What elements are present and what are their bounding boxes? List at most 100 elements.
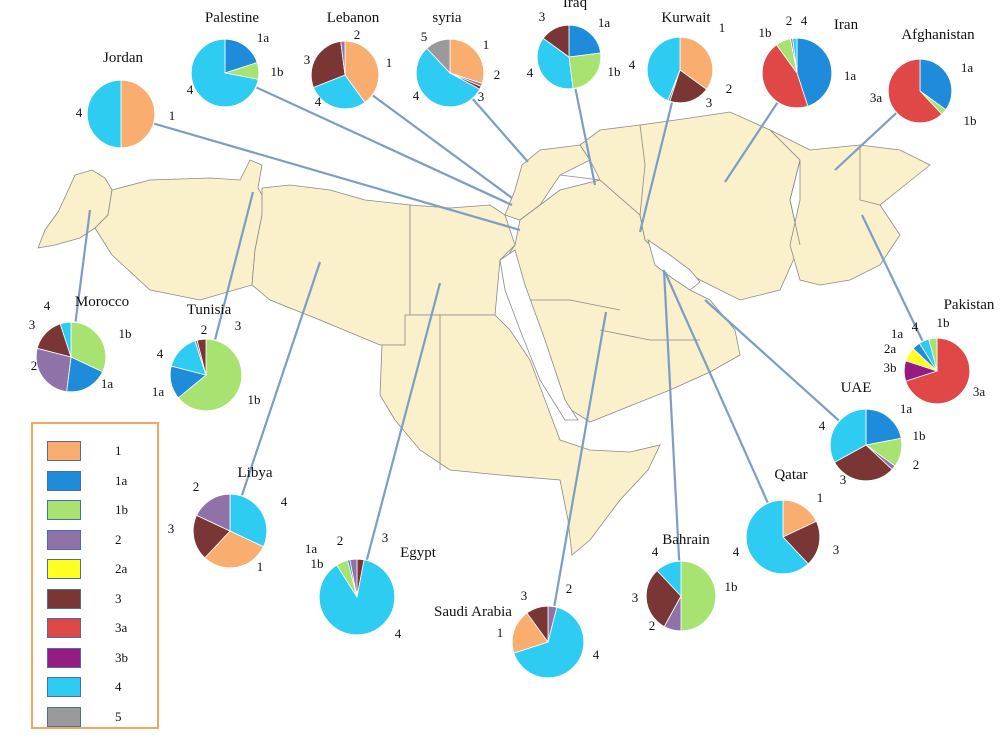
leader-line-jordan xyxy=(120,112,521,232)
slice-label-tunisia-4: 4 xyxy=(157,346,164,361)
slice-label-syria-3: 3 xyxy=(478,89,485,104)
slice-label-iraq-1b: 1b xyxy=(608,64,621,79)
pie-outline-egypt xyxy=(318,558,396,636)
pie-outline-iran xyxy=(761,37,833,109)
slice-label-qatar-3: 3 xyxy=(833,542,840,557)
slice-label-bahrain-1b: 1b xyxy=(725,579,738,594)
pie-slice-bahrain-1b xyxy=(680,560,717,632)
legend-swatch-1a xyxy=(47,470,81,491)
pie-afghanistan: Afghanistan 1a 1b 3a xyxy=(870,27,977,128)
slice-label-egypt-2: 2 xyxy=(337,533,344,548)
slice-label-tunisia-1a: 1a xyxy=(152,384,165,399)
slice-label-pakistan-1a: 1a xyxy=(891,326,904,341)
slice-label-afghanistan-1a: 1a xyxy=(961,60,974,75)
slice-label-pakistan-2a: 2a xyxy=(884,341,897,356)
legend-label-1a: 1a xyxy=(115,472,128,488)
slice-label-libya-3: 3 xyxy=(168,521,175,536)
country-title-palestine: Palestine xyxy=(205,10,259,26)
slice-label-afghanistan-1b: 1b xyxy=(964,113,977,128)
leader-line-qatar xyxy=(663,271,785,538)
slice-label-tunisia-3: 3 xyxy=(235,318,242,333)
map-region-afghanistan-pakistan xyxy=(769,129,931,286)
slice-label-lebanon-3: 3 xyxy=(304,52,311,67)
legend-swatch-5 xyxy=(47,706,81,727)
slice-label-morocco-1a: 1a xyxy=(101,376,114,391)
slice-label-uae-4: 4 xyxy=(819,418,826,433)
pie-morocco: Morocco 1b 1a 2 34 xyxy=(29,294,132,393)
pie-tunisia: Tunisia 1b 1a 4 2 3 xyxy=(152,302,261,412)
slice-label-jordan-4: 4 xyxy=(76,105,83,120)
legend-item-1: 1 xyxy=(47,441,157,463)
pie-outline-uae xyxy=(829,408,903,482)
slice-label-iran-1a: 1a xyxy=(844,68,857,83)
slice-label-morocco-2: 2 xyxy=(31,358,38,373)
pie-outline-bahrain xyxy=(645,560,717,632)
slice-label-kurwait-1: 1 xyxy=(719,20,726,35)
map-region-morocco xyxy=(37,169,113,249)
slice-label-lebanon-2: 2 xyxy=(354,27,361,42)
slice-label-lebanon-1: 1 xyxy=(386,55,393,70)
slice-label-uae-1b: 1b xyxy=(913,428,926,443)
pie-outline-lebanon xyxy=(310,40,380,110)
slice-label-bahrain-2: 2 xyxy=(649,618,656,633)
legend-label-3: 3 xyxy=(115,590,122,606)
pie-slice-jordan-4 xyxy=(86,79,122,149)
pie-outline-jordan xyxy=(86,79,156,149)
slice-label-tunisia-2: 2 xyxy=(201,322,208,337)
pie-libya: Libya 4 1 3 2 xyxy=(168,465,288,574)
map-region-iraq-iran xyxy=(579,111,801,301)
legend-label-4: 4 xyxy=(115,679,122,694)
map-red-sea xyxy=(499,249,579,421)
map-region-algeria-tunisia xyxy=(94,159,266,301)
legend-item-1a: 1a xyxy=(47,470,157,493)
slice-label-pakistan-4: 4 xyxy=(912,319,919,334)
leader-line-palestine xyxy=(224,72,513,206)
slice-label-saudi-arabia-2: 2 xyxy=(566,581,573,596)
map-region-libya xyxy=(251,184,411,346)
slice-label-qatar-4: 4 xyxy=(733,544,740,559)
pie-jordan: Jordan 1 4 xyxy=(76,50,176,149)
leader-line-bahrain xyxy=(662,269,683,597)
pie-bahrain: Bahrain 1b 23 4 xyxy=(632,532,738,633)
legend: 1 1a 1b 2 2a 3 3a 3b 4 5 xyxy=(31,422,159,729)
slice-label-saudi-arabia-1: 1 xyxy=(497,625,504,640)
pie-qatar: Qatar 1 3 4 xyxy=(733,467,840,575)
pie-kurwait: Kurwait 1 32 4 xyxy=(629,10,733,110)
pie-outline-pakistan xyxy=(903,337,971,405)
legend-swatch-4 xyxy=(47,677,81,697)
pie-iran: Iran 1a 1b 2 4 xyxy=(759,13,859,109)
pie-outline-tunisia xyxy=(169,338,243,412)
slice-label-pakistan-3b: 3b xyxy=(884,360,897,375)
pie-outline-iraq xyxy=(536,24,602,90)
pie-iraq: Iraq 1a 1b 4 3 xyxy=(527,0,621,90)
slice-label-egypt-4: 4 xyxy=(395,626,402,641)
country-title-lebanon: Lebanon xyxy=(327,10,380,26)
middle-east-north-africa-map xyxy=(37,111,931,556)
legend-item-5: 5 xyxy=(47,706,157,729)
map-region-egypt xyxy=(409,204,516,316)
slice-label-iran-1b: 1b xyxy=(759,25,772,40)
slice-label-bahrain-3: 3 xyxy=(632,590,639,605)
country-title-tunisia: Tunisia xyxy=(187,302,232,318)
pie-saudi-arabia: Saudi Arabia 2 4 1 3 xyxy=(434,581,600,679)
slice-label-afghanistan-3a: 3a xyxy=(870,90,883,105)
pie-lebanon: Lebanon 1 4 3 2 xyxy=(304,10,393,110)
country-title-kurwait: Kurwait xyxy=(661,10,711,26)
country-title-bahrain: Bahrain xyxy=(662,532,710,548)
slice-label-uae-1a: 1a xyxy=(900,401,913,416)
country-title-qatar: Qatar xyxy=(774,467,807,483)
country-title-iran: Iran xyxy=(834,17,859,33)
pie-outline-libya xyxy=(192,493,268,569)
country-title-libya: Libya xyxy=(238,465,273,481)
slice-label-egypt-3: 3 xyxy=(382,530,389,545)
slice-label-libya-1: 1 xyxy=(257,559,264,574)
legend-swatch-1b xyxy=(47,500,81,520)
country-title-pakistan: Pakistan xyxy=(944,297,995,313)
slice-label-jordan-1: 1 xyxy=(169,108,176,123)
country-title-syria: syria xyxy=(432,10,462,26)
country-title-afghanistan: Afghanistan xyxy=(901,27,975,43)
